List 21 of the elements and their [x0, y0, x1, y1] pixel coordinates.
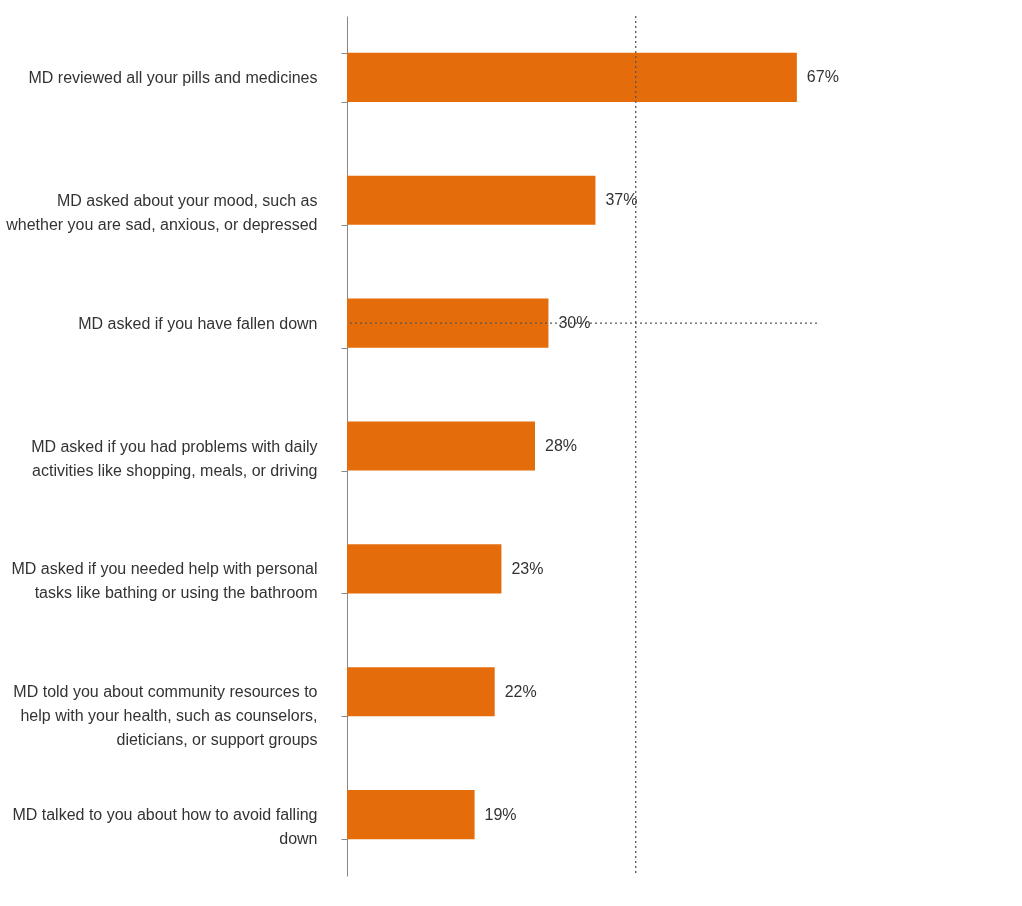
y-tick-label: MD asked about your mood, such as whether you are sad, anxious, or depressed [5, 191, 318, 233]
y-tick-label: MD told you about community resources to help with your health, such as counselors, dieticians, or support groups [13, 683, 318, 749]
y-tick-label: MD reviewed all your pills and medicines [28, 68, 318, 86]
bar [347, 667, 495, 717]
data-label: 37% [605, 191, 638, 209]
y-tick-label: MD asked if you needed help with personal tasks like bathing or using the bathroom [11, 560, 318, 602]
bar [347, 421, 535, 471]
bar [347, 175, 596, 225]
data-label: 67% [806, 68, 839, 86]
y-tick-label: MD asked if you had problems with daily activities like shopping, meals, or driving [31, 437, 318, 479]
bar [347, 544, 502, 594]
data-label: 22% [504, 682, 537, 700]
bar [347, 790, 475, 840]
data-label: 28% [545, 437, 578, 454]
data-label: 19% [484, 805, 517, 823]
y-tick-label: MD asked if you have fallen down [78, 314, 318, 332]
y-tick-label: MD talked to you about how to avoid falling down [12, 806, 318, 848]
data-label: 30% [558, 314, 591, 332]
bar [347, 52, 797, 102]
bar [347, 298, 549, 348]
data-label: 23% [511, 559, 544, 577]
